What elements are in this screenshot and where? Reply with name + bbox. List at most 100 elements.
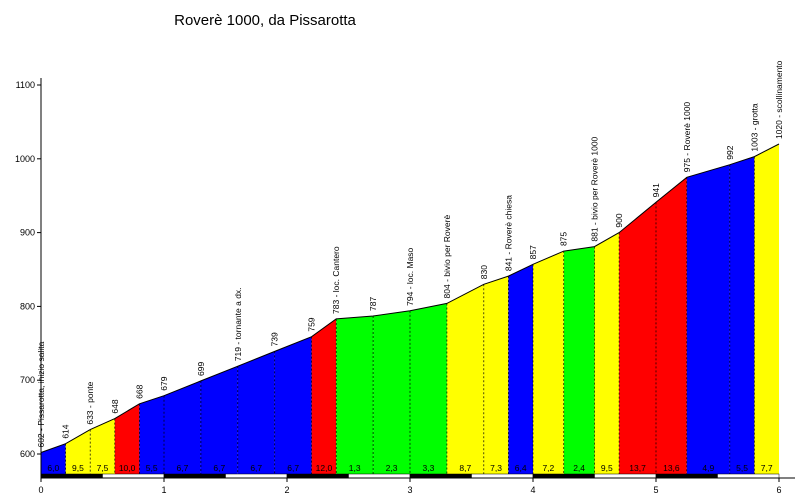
altitude-label-17: 875 xyxy=(559,232,569,246)
altitude-label-18: 881 - bivio per Roverè 1000 xyxy=(590,136,600,241)
y-tick-label-3: 900 xyxy=(20,228,35,238)
altitude-label-20: 941 xyxy=(651,183,661,197)
gradient-label-6: 6,7 xyxy=(213,463,225,473)
segment-fill-20 xyxy=(656,177,687,475)
x-tick-label-1: 1 xyxy=(161,485,166,495)
gradient-label-3: 10,0 xyxy=(119,463,136,473)
altitude-label-16: 857 xyxy=(528,245,538,259)
segment-fill-17 xyxy=(563,246,595,474)
gradient-label-21: 4,9 xyxy=(702,463,714,473)
gradient-label-0: 6,0 xyxy=(47,463,59,473)
altitude-label-10: 783 - loc. Cantero xyxy=(331,246,341,314)
segment-fill-10 xyxy=(336,316,374,474)
segment-fill-13 xyxy=(446,284,484,474)
segment-fill-0 xyxy=(41,443,66,474)
altitude-label-7: 719 - tornante a dx. xyxy=(233,287,243,361)
gradient-label-10: 1,3 xyxy=(349,463,361,473)
altitude-label-21: 975 - Roverè 1000 xyxy=(682,102,692,173)
distance-bar-block-5 xyxy=(348,473,411,479)
x-tick-label-5: 5 xyxy=(653,485,658,495)
gradient-label-14: 7,3 xyxy=(490,463,502,473)
altitude-label-24: 1020 - scollinamento xyxy=(774,60,784,139)
gradient-label-15: 6,4 xyxy=(515,463,527,473)
y-tick-label-4: 1000 xyxy=(15,154,35,164)
distance-bar-block-6 xyxy=(409,473,472,479)
altitude-label-8: 739 xyxy=(270,332,280,346)
altitude-label-3: 648 xyxy=(110,399,120,413)
x-tick-label-2: 2 xyxy=(284,485,289,495)
gradient-label-4: 5,5 xyxy=(146,463,158,473)
altitude-label-11: 787 xyxy=(368,297,378,311)
gradient-label-22: 5,5 xyxy=(736,463,748,473)
segment-fill-7 xyxy=(237,351,275,474)
y-tick-label-5: 1100 xyxy=(16,80,35,90)
altitude-label-12: 794 - loc. Maso xyxy=(405,247,415,305)
altitude-label-6: 699 xyxy=(196,361,206,375)
segment-fill-14 xyxy=(483,276,509,474)
gradient-label-19: 13,7 xyxy=(629,463,646,473)
segment-fill-9 xyxy=(311,318,337,474)
gradient-label-12: 3,3 xyxy=(423,463,435,473)
altitude-label-1: 614 xyxy=(61,424,71,438)
distance-scale-bar xyxy=(40,473,780,479)
x-tick-label-4: 4 xyxy=(530,485,535,495)
profile-segments xyxy=(41,144,779,475)
gradient-label-13: 8,7 xyxy=(459,463,471,473)
altitude-label-9: 759 xyxy=(307,317,317,331)
distance-bar-block-9 xyxy=(594,473,657,479)
distance-bar-block-8 xyxy=(532,473,595,479)
segment-fill-11 xyxy=(373,310,410,474)
x-tick-label-0: 0 xyxy=(38,485,43,495)
profile-polyline xyxy=(40,143,780,453)
chart-axes: 600 700 800 900 1000 1100 0 1 2 3 4 5 6 xyxy=(15,78,795,495)
gradient-label-20: 13,6 xyxy=(663,463,680,473)
altitude-label-4: 668 xyxy=(134,384,144,398)
gradient-label-23: 7,7 xyxy=(761,463,773,473)
gradient-label-11: 2,3 xyxy=(386,463,398,473)
distance-bar-block-10 xyxy=(655,473,718,479)
segment-fill-5 xyxy=(164,380,201,474)
altitude-label-5: 679 xyxy=(159,376,169,390)
distance-bar-block-0 xyxy=(40,473,103,479)
altitude-label-19: 900 xyxy=(614,213,624,227)
segment-fill-2 xyxy=(90,418,115,474)
y-tick-label-1: 700 xyxy=(20,375,35,385)
distance-bar-block-2 xyxy=(163,473,226,479)
segment-fill-8 xyxy=(274,336,312,474)
altitude-label-13: 804 - bivio per Roverè xyxy=(442,215,452,299)
distance-bar-block-11 xyxy=(717,473,780,479)
gradient-label-1: 9,5 xyxy=(72,463,84,473)
segment-fill-3 xyxy=(114,403,140,474)
altitude-label-2: 633 - ponte xyxy=(85,381,95,424)
distance-bar-block-4 xyxy=(286,473,349,479)
chart-title: Roverè 1000, da Pissarotta xyxy=(174,12,356,29)
altitude-label-23: 1003 - grotta xyxy=(749,103,759,151)
gradient-label-18: 9,5 xyxy=(601,463,613,473)
segment-fill-21 xyxy=(686,164,730,474)
gradient-label-9: 12,0 xyxy=(316,463,333,473)
gradient-label-7: 6,7 xyxy=(250,463,262,473)
segment-fill-4 xyxy=(139,395,164,474)
segment-fill-15 xyxy=(508,264,533,474)
x-tick-label-6: 6 xyxy=(776,485,781,495)
x-tick-label-3: 3 xyxy=(407,485,412,495)
segment-dividers xyxy=(65,156,755,474)
y-tick-label-2: 800 xyxy=(20,301,35,311)
distance-bar-block-7 xyxy=(471,473,534,479)
gradient-label-17: 2,4 xyxy=(573,463,585,473)
altitude-label-22: 992 xyxy=(725,145,735,159)
gradient-label-5: 6,7 xyxy=(177,463,189,473)
y-tick-label-0: 600 xyxy=(20,449,35,459)
gradient-labels: 6,0 9,5 7,5 10,0 5,5 6,7 6,7 6,7 6,7 12,0 1,3 2,3 3,… xyxy=(47,463,772,473)
gradient-label-16: 7,2 xyxy=(542,463,554,473)
profile-line xyxy=(40,143,780,453)
segment-fill-22 xyxy=(729,156,755,474)
distance-bar-block-3 xyxy=(225,473,288,479)
distance-bar-block-1 xyxy=(102,473,165,479)
segment-fill-16 xyxy=(533,251,564,474)
gradient-label-2: 7,5 xyxy=(97,463,109,473)
altitude-label-14: 830 xyxy=(479,265,489,279)
altitude-label-15: 841 - Roverè chiesa xyxy=(503,195,513,271)
gradient-label-8: 6,7 xyxy=(287,463,299,473)
